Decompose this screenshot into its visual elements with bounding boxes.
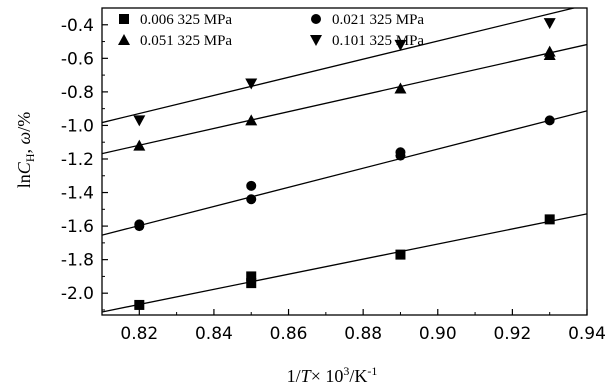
x-tick-label: 0.94 — [568, 324, 606, 344]
legend-label: 0.006 325 MPa — [140, 12, 232, 28]
data-point-series-4 — [133, 115, 146, 127]
y-tick-label: -1.0 — [61, 116, 94, 136]
data-point-series-1 — [246, 278, 257, 289]
data-point-series-2 — [134, 221, 145, 232]
x-axis-title: 1/T× 103/K-1 — [287, 364, 378, 386]
data-point-series-2 — [246, 180, 257, 191]
legend-marker — [118, 34, 130, 45]
data-markers — [133, 18, 556, 310]
data-point-series-1 — [134, 299, 145, 310]
data-point-series-3 — [543, 45, 556, 57]
x-tick-label: 0.90 — [419, 324, 457, 344]
legend-marker — [119, 14, 129, 24]
legend-label: 0.021 325 MPa — [332, 12, 424, 28]
data-point-series-3 — [394, 82, 407, 94]
fit-lines — [102, 8, 587, 313]
data-point-series-3 — [133, 139, 146, 151]
plot-frame — [101, 7, 588, 316]
y-tick-label: -1.8 — [61, 251, 94, 271]
y-tick-label: -1.2 — [61, 150, 94, 170]
fit-line-series-1 — [102, 213, 587, 313]
fit-line-series-4 — [102, 8, 577, 124]
data-point-series-1 — [246, 271, 257, 282]
x-tick-label: 0.92 — [493, 324, 531, 344]
y-tick-label: -1.6 — [61, 217, 94, 237]
y-tick-label: -2.0 — [61, 284, 94, 304]
x-tick-label: 0.84 — [195, 324, 233, 344]
y-tick-label: -0.8 — [61, 83, 94, 103]
fit-line-series-2 — [102, 110, 587, 236]
data-point-series-1 — [544, 214, 555, 225]
legend-marker — [310, 35, 322, 46]
y-axis-title: lnCH, ω/% — [14, 112, 37, 188]
y-tick-label: -0.4 — [61, 16, 94, 36]
legend-label: 0.101 325 MPa — [332, 33, 424, 49]
legend-marker — [311, 14, 321, 24]
data-point-series-4 — [543, 18, 556, 30]
data-point-series-4 — [394, 39, 407, 51]
data-point-series-1 — [395, 249, 406, 260]
data-point-series-2 — [395, 150, 406, 161]
y-tick-label: -1.4 — [61, 184, 94, 204]
x-tick-label: 0.88 — [344, 324, 382, 344]
data-point-series-2 — [246, 194, 257, 205]
x-tick-label: 0.86 — [270, 324, 308, 344]
legend-label: 0.051 325 MPa — [140, 33, 232, 49]
x-tick-label: 0.82 — [120, 324, 158, 344]
fit-line-series-3 — [102, 43, 587, 155]
y-tick-label: -0.6 — [61, 49, 94, 69]
legend: 0.006 325 MPa 0.021 325 MPa 0.051 325 MPa 0… — [118, 12, 424, 49]
axis-ticks: 0.82 0.84 0.86 0.88 0.90 0.92 0.94 -2.0 -1.8 -1.6… — [61, 16, 606, 344]
data-point-series-3 — [245, 114, 258, 126]
data-point-series-4 — [245, 78, 258, 90]
data-point-series-2 — [544, 115, 555, 126]
